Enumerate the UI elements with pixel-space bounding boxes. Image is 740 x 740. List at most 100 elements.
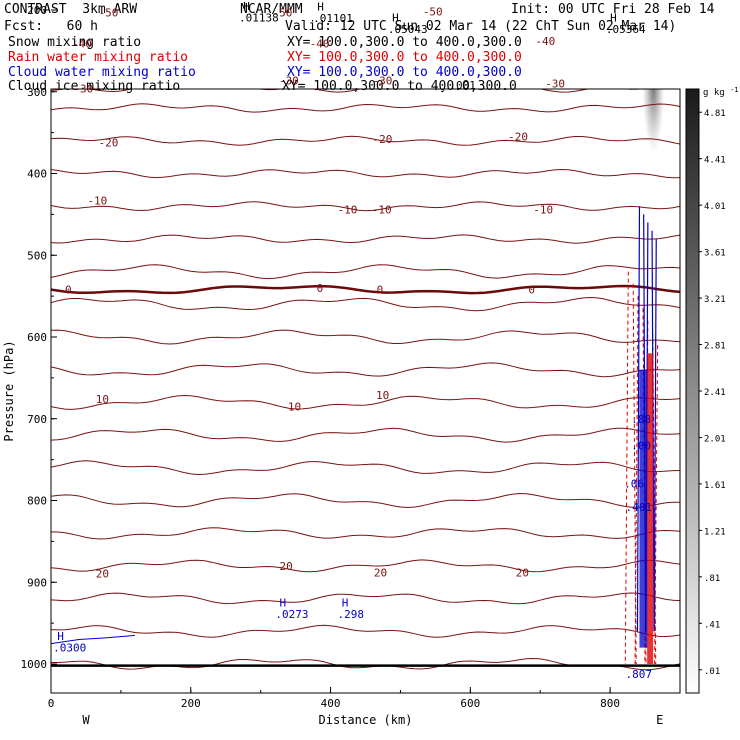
isotherm-label: 0	[528, 284, 535, 297]
colorbar-label: .01	[704, 667, 720, 677]
isotherm-line	[51, 492, 680, 509]
colorbar: 4.81 4.41 4.01 3.61 3.21 2.81 2.41 2.01 1.61 1.21…	[685, 86, 739, 694]
high-marker: H	[243, 0, 250, 13]
cloud-water-low-contour	[51, 634, 135, 645]
freezing-line	[51, 284, 680, 295]
rain-contour	[634, 296, 639, 665]
isotherm-label: 10	[376, 389, 389, 402]
isotherm-label: -10	[372, 203, 392, 216]
isotherm-line	[51, 234, 680, 244]
colorbar-label: .41	[704, 620, 720, 630]
x-tick-label: 0	[48, 697, 55, 710]
high-marker: H	[610, 11, 617, 24]
high-value: .298	[338, 608, 365, 621]
y-tick-label: 900	[27, 576, 47, 589]
x-axis-label: Distance (km)	[319, 713, 413, 727]
isotherm-line	[51, 0, 680, 6]
isotherm-line	[51, 34, 680, 43]
isotherm-label: -40	[72, 38, 92, 51]
ice-plume-lower	[642, 89, 665, 154]
colorbar-label: 4.81	[704, 109, 726, 119]
y-tick-label: 200	[27, 4, 47, 17]
isotherm-label: -10	[338, 203, 358, 216]
high-marker: H	[57, 630, 64, 643]
field-snow-xy: XY= 100.0,300.0 to 400.0,300.0	[287, 35, 522, 50]
isotherm-label: 20	[280, 560, 293, 573]
isotherm-line	[51, 624, 680, 638]
header-center: NCAR/MMM	[240, 2, 303, 17]
isotherm-label: -50	[423, 6, 443, 19]
x-tick-label: 400	[321, 697, 341, 710]
isotherm-line	[51, 527, 680, 540]
high-marker: H	[280, 597, 287, 610]
x-tick-label: 800	[600, 697, 620, 710]
isotherm-label: 20	[516, 566, 529, 579]
isotherm-label: -10	[87, 194, 107, 207]
isotherm-label: -50	[99, 6, 119, 19]
isotherm-line	[51, 362, 680, 378]
high-value: .01101	[313, 12, 353, 25]
y-tick-label: 400	[27, 168, 47, 181]
isotherm-line	[51, 329, 680, 345]
header-model: CONTRAST 3km ARW	[4, 2, 138, 17]
y-axis-label: Pressure (hPa)	[2, 340, 16, 441]
y-tick-label: 600	[27, 331, 47, 344]
field-rain-name: Rain water mixing ratio	[8, 50, 189, 65]
rain-contour	[652, 332, 657, 665]
endpoint-east: E	[656, 713, 663, 727]
isotherm-label: -20	[508, 131, 528, 144]
colorbar-label: 2.01	[704, 434, 726, 444]
colorbar-label: 4.41	[704, 156, 726, 166]
contour-value-label: .807	[625, 668, 652, 681]
isotherm-label: -30	[73, 82, 93, 95]
isotherm-label: 10	[288, 400, 301, 413]
isotherm-line	[51, 296, 680, 312]
colorbar-label: .81	[704, 574, 720, 584]
header-init: Init: 00 UTC Fri 28 Feb 14	[511, 2, 715, 17]
isotherm-line	[51, 89, 644, 93]
colorbar-label: 1.61	[704, 481, 726, 491]
isotherm-line	[51, 135, 680, 146]
cloud-water-contour	[653, 238, 657, 632]
colorbar-label: 4.01	[704, 202, 726, 212]
x-tick-label: 200	[181, 697, 201, 710]
isotherm-line	[51, 59, 680, 68]
isotherm-label: -20	[372, 133, 392, 146]
field-cloud-ice-xy: XY= 100.0,300.0 to 400.0,300.0	[282, 79, 517, 94]
isotherm-line	[51, 103, 680, 113]
cloud-water-contour	[636, 206, 641, 632]
y-tick-label: 500	[27, 249, 47, 262]
isotherm-line	[51, 10, 680, 19]
endpoint-west: W	[82, 713, 90, 727]
isotherm-line	[51, 559, 680, 573]
high-marker: H	[317, 1, 324, 14]
high-value: .0273	[275, 608, 308, 621]
field-snow-name: Snow mixing ratio	[8, 35, 142, 50]
isotherm-label: -30	[545, 78, 565, 91]
colorbar-label: 1.21	[704, 527, 726, 537]
high-value: .05364	[606, 23, 646, 36]
contour-value-label: .88	[631, 413, 651, 426]
colorbar-label: 2.41	[704, 388, 726, 398]
y-tick-label: 800	[27, 495, 47, 508]
isotherm-label: -20	[99, 136, 119, 149]
isotherm-label: -50	[273, 6, 293, 19]
isotherm-label: -30	[372, 74, 392, 87]
isotherm-line	[51, 264, 680, 280]
isotherm-line	[51, 201, 680, 212]
isotherm-label: 0	[65, 284, 72, 297]
cloud-water-core	[639, 369, 648, 648]
isotherm-line	[51, 22, 680, 31]
isotherm-label: -40	[535, 35, 555, 48]
isotherm-line	[51, 71, 680, 80]
isotherm-label: 20	[374, 566, 387, 579]
isotherm-label: 0	[377, 284, 384, 297]
y-tick-label: 1000	[21, 658, 48, 671]
field-cloud-water-xy: XY= 100.0,300.0 to 400.0,300.0	[287, 65, 522, 80]
high-value: .01138	[239, 11, 279, 24]
header-valid: Valid: 12 UTC Sun 02 Mar 14 (22 ChT Sun …	[285, 19, 677, 34]
isotherm-line	[51, 657, 680, 671]
field-rain-xy: XY= 100.0,300.0 to 400.0,300.0	[287, 50, 522, 65]
isotherm-line	[51, 592, 680, 605]
